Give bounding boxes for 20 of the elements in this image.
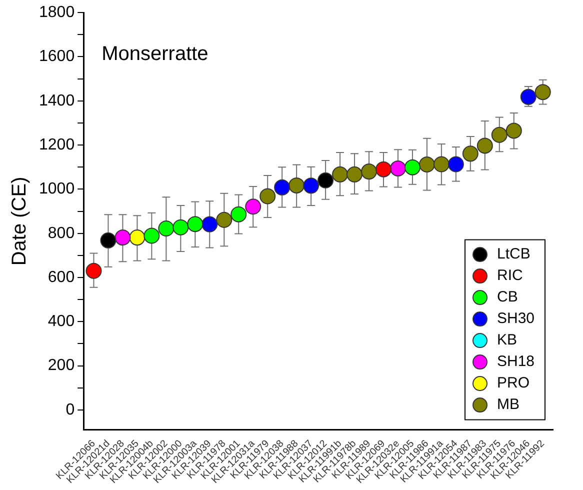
y-axis-title: Date (CE) <box>8 176 31 266</box>
y-tick-label: 1200 <box>39 136 75 154</box>
legend-label: PRO <box>497 374 530 392</box>
y-tick-label: 800 <box>48 224 75 242</box>
legend-label: RIC <box>497 267 523 284</box>
legend-label: LtCB <box>497 246 530 263</box>
y-tick-label: 200 <box>48 357 75 374</box>
y-tick-label: 1800 <box>39 4 75 22</box>
y-tick-label: 1400 <box>39 92 75 110</box>
legend-label: SH30 <box>497 310 535 328</box>
legend-label: SH18 <box>497 353 535 370</box>
y-tick-label: 1000 <box>39 180 75 198</box>
legend-label: KB <box>497 332 518 349</box>
legend-label: MB <box>497 396 520 414</box>
y-tick-label: 600 <box>48 268 75 286</box>
y-tick-label: 400 <box>48 313 75 330</box>
y-tick-label: 0 <box>66 401 75 418</box>
y-tick-label: 1600 <box>39 48 75 66</box>
legend-label: CB <box>497 288 518 306</box>
text: Monserratte <box>102 43 208 66</box>
